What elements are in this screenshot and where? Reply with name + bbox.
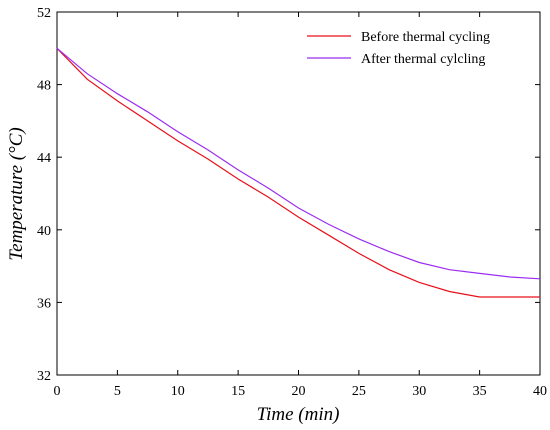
y-axis: 32 36 40 44 48 52 xyxy=(37,6,540,384)
y-axis-title: Temperature (°C) xyxy=(6,127,27,260)
x-tick-label: 30 xyxy=(412,384,426,399)
y-tick-label: 52 xyxy=(37,6,51,21)
series-line-2 xyxy=(56,47,541,280)
x-axis: 0 5 10 15 20 25 30 35 40 xyxy=(54,12,547,399)
y-tick-label: 36 xyxy=(37,296,51,311)
x-tick-label: 25 xyxy=(352,384,366,399)
x-tick-label: 0 xyxy=(54,384,61,399)
y-tick-label: 48 xyxy=(37,79,51,94)
series-lines xyxy=(56,47,541,298)
series-line-1 xyxy=(56,47,540,298)
x-tick-label: 5 xyxy=(114,384,121,399)
legend-label-1: Before thermal cycling xyxy=(361,30,490,45)
x-tick-label: 10 xyxy=(171,384,185,399)
x-tick-label: 35 xyxy=(473,384,487,399)
y-tick-label: 44 xyxy=(37,151,51,166)
x-tick-label: 20 xyxy=(292,384,306,399)
legend-label-2: After thermal cylcling xyxy=(361,52,485,67)
y-tick-label: 40 xyxy=(37,224,51,239)
x-tick-label: 40 xyxy=(533,384,547,399)
y-tick-label: 32 xyxy=(37,369,51,384)
x-axis-title: Time (min) xyxy=(257,404,340,425)
x-tick-label: 15 xyxy=(231,384,245,399)
legend: Before thermal cycling After thermal cylc… xyxy=(307,30,490,67)
